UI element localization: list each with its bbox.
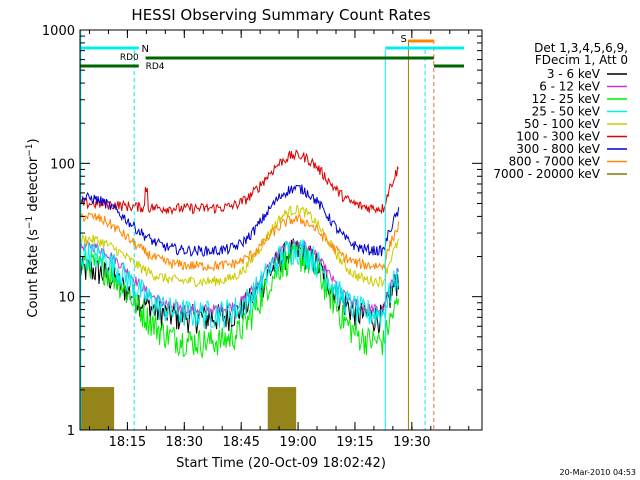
legend: Det 1,3,4,5,6,9, FDecim 1, Att 0 3 - 6 k… <box>493 41 628 181</box>
legend-label-3: 12 - 25 keV <box>532 92 601 106</box>
x-axis-label: Start Time (20-Oct-09 18:02:42) <box>176 456 386 471</box>
legend-label-1: 3 - 6 keV <box>547 67 601 81</box>
series-line-6 <box>79 149 399 216</box>
y-axis-label-mid: detector <box>26 156 41 216</box>
olive-block-1 <box>80 387 115 430</box>
legend-header-line-1: Det 1,3,4,5,6,9, <box>534 41 628 55</box>
legend-label-4: 25 - 50 keV <box>532 105 601 119</box>
legend-label-5: 50 - 100 keV <box>524 117 601 131</box>
series-line-3 <box>79 243 400 359</box>
x-tick-label-2: 18:30 <box>166 435 203 450</box>
legend-label-2: 6 - 12 keV <box>539 80 601 94</box>
series-line-8 <box>79 212 400 272</box>
x-tick-label-1: 18:15 <box>109 435 146 450</box>
y-axis-label-end: ) <box>26 138 41 143</box>
legend-label-6: 100 - 300 keV <box>516 130 600 144</box>
label-S: S <box>400 34 406 45</box>
plot-area: N S RD0 RD4 1 10 100 1000 18:15 18:30 18:45 19:00 19… <box>42 24 483 450</box>
legend-label-9: 7000 - 20000 keV <box>493 167 600 181</box>
legend-label-8: 800 - 7000 keV <box>509 155 601 169</box>
chart-title: HESSI Observing Summary Count Rates <box>131 6 430 24</box>
x-tick-label-4: 19:00 <box>279 435 316 450</box>
legend-label-7: 300 - 800 keV <box>516 142 600 156</box>
generated-timestamp: 20-Mar-2010 04:53 <box>560 468 637 477</box>
series-line-7 <box>79 184 400 257</box>
olive-block-2 <box>267 387 297 430</box>
y-tick-label-2: 10 <box>58 291 75 306</box>
y-axis-label-sup2: −1 <box>25 143 35 156</box>
x-tick-label-5: 19:15 <box>336 435 373 450</box>
label-RD0: RD0 <box>120 53 139 63</box>
plot-frame <box>79 29 483 431</box>
series-line-5 <box>79 204 400 288</box>
y-tick-label-4: 1000 <box>42 24 75 39</box>
x-tick-label-3: 18:45 <box>222 435 259 450</box>
series-line-4 <box>79 239 400 329</box>
legend-header-line-2: FDecim 1, Att 0 <box>535 53 628 67</box>
x-tick-label-6: 19:30 <box>393 435 430 450</box>
y-axis-label: Count Rate (s−1 detector−1) <box>25 138 41 317</box>
label-RD4: RD4 <box>146 62 165 72</box>
y-tick-label-3: 100 <box>50 157 75 172</box>
y-tick-label-1: 1 <box>67 424 75 439</box>
y-axis-label-sup1: −1 <box>25 216 35 229</box>
y-axis-label-main: Count Rate (s <box>26 229 41 318</box>
label-N: N <box>141 44 148 55</box>
